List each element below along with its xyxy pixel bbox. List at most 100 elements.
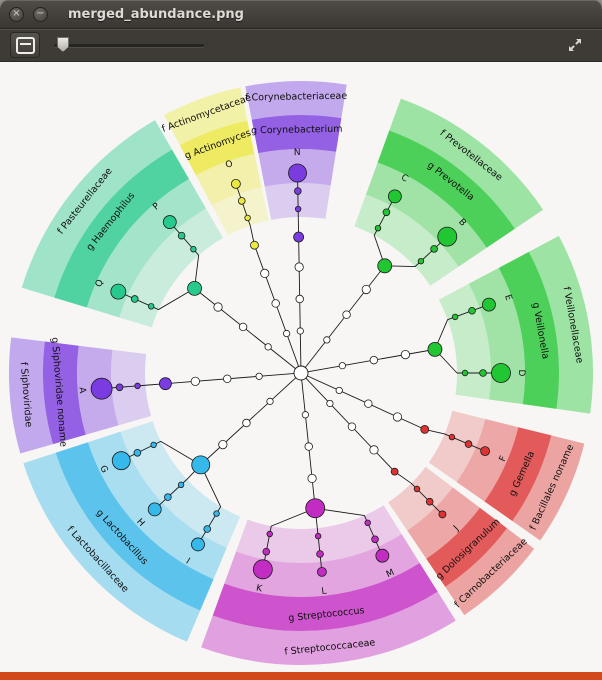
internal-node-siphoviridae-2 xyxy=(190,376,200,386)
leaf-node-Q xyxy=(110,283,127,300)
band-gen-carnobacteriaceae xyxy=(426,507,508,587)
genus-node-siphoviridae xyxy=(159,377,172,391)
genus-node-carnobacteriaceae xyxy=(390,467,399,476)
internal-node-bacillales-noname-1 xyxy=(364,399,373,408)
chain-node xyxy=(417,257,425,265)
chain-node xyxy=(262,547,271,556)
chain-node xyxy=(374,224,382,232)
internal-node-lactobacillaceae-2 xyxy=(218,440,228,450)
internal-node-corynebacteriaceae-0 xyxy=(296,327,304,335)
cladogram-svg: Nf Corynebacteriaceae g Corynebacterium C B… xyxy=(9,81,594,666)
chain-node xyxy=(294,205,302,213)
best-fit-button[interactable] xyxy=(10,32,40,58)
chain-node xyxy=(316,550,324,558)
zoom-slider[interactable] xyxy=(54,37,204,53)
internal-node-lactobacillaceae-0 xyxy=(266,397,274,405)
chain-node xyxy=(237,197,246,205)
chain-node xyxy=(130,295,139,303)
leaf-label-I: I xyxy=(184,557,191,567)
leaf-node-H xyxy=(147,502,162,517)
band-t1-streptococcaceae xyxy=(224,534,420,597)
internal-node-prevotellaceae-2 xyxy=(361,284,371,295)
chain-node xyxy=(133,448,142,457)
close-button[interactable]: × xyxy=(9,6,24,22)
genus-label-corynebacteriaceae: g Corynebacterium xyxy=(251,124,343,137)
close-icon: × xyxy=(12,8,21,19)
band-fam-carnobacteriaceae xyxy=(445,528,535,616)
internal-node-pasteurellaceae-1 xyxy=(238,322,248,332)
titlebar[interactable]: × − merged_abundance.png xyxy=(0,0,602,29)
chain-node xyxy=(115,383,124,392)
leaf-node-B xyxy=(437,226,458,247)
band-fam-corynebacteriaceae xyxy=(245,81,347,120)
internal-node-bacillales-noname-0 xyxy=(335,386,343,395)
chain-node xyxy=(448,433,456,441)
band-fam-veillonellaceae xyxy=(528,235,594,414)
chain-node xyxy=(177,231,186,240)
internal-node-bacillales-noname-2 xyxy=(392,412,403,422)
band-t2-actinomycetaceae xyxy=(211,187,269,236)
leaf-label-Q: Q xyxy=(94,278,106,289)
fullscreen-button[interactable] xyxy=(560,31,590,59)
chain-node xyxy=(213,510,220,517)
band-fam-actinomycetaceae xyxy=(163,87,248,146)
genus-node-bacillales-noname xyxy=(420,424,430,434)
internal-node-actinomycetaceae-1 xyxy=(271,299,280,308)
leaf-label-P: P xyxy=(151,201,162,212)
chain-node xyxy=(468,306,476,315)
internal-node-prevotellaceae-1 xyxy=(342,310,351,319)
chain-node xyxy=(190,246,197,253)
chain-node xyxy=(425,497,434,506)
root-node xyxy=(293,365,309,381)
chain-node xyxy=(147,303,155,310)
band-t2-veillonellaceae xyxy=(438,283,491,400)
leaf-label-O: O xyxy=(224,159,234,171)
internal-node-veillonellaceae-2 xyxy=(400,349,410,360)
internal-node-actinomycetaceae-0 xyxy=(283,329,291,338)
chain-node xyxy=(382,208,391,217)
internal-node-carnobacteriaceae-1 xyxy=(347,422,357,431)
chain-node xyxy=(461,369,469,377)
leaf-node-K xyxy=(252,559,273,580)
chain-node xyxy=(364,519,371,527)
band-gen-pasteurellaceae xyxy=(54,149,189,308)
leaf-node-L xyxy=(317,566,327,577)
band-t1-bacillales-noname xyxy=(456,418,519,502)
leaf-node-I xyxy=(191,537,205,552)
chain-node xyxy=(314,532,322,540)
leaf-label-L: L xyxy=(321,587,327,597)
band-t2-bacillales-noname xyxy=(428,410,486,482)
toolbar xyxy=(0,29,602,62)
band-gen-prevotellaceae xyxy=(377,130,515,248)
internal-node-actinomycetaceae-2 xyxy=(260,268,270,278)
zoom-slider-handle[interactable] xyxy=(57,37,69,52)
genus-node-prevotellaceae xyxy=(377,258,393,274)
chain-node xyxy=(177,481,185,489)
band-gen-siphoviridae xyxy=(42,341,86,445)
leaf-label-C: C xyxy=(399,173,409,185)
genus-node-veillonellaceae xyxy=(427,341,443,357)
leaf-label-H: H xyxy=(134,517,146,529)
tree-nodes xyxy=(90,163,511,580)
zoom-slider-track[interactable] xyxy=(54,44,204,47)
leaf-node-N xyxy=(288,163,307,183)
leaf-node-P xyxy=(162,215,177,229)
internal-node-carnobacteriaceae-0 xyxy=(326,399,334,408)
band-t2-pasteurellaceae xyxy=(119,208,223,328)
band-fam-prevotellaceae xyxy=(389,98,544,229)
internal-node-carnobacteriaceae-2 xyxy=(369,445,379,455)
genus-node-actinomycetaceae xyxy=(250,240,259,250)
minimize-button[interactable]: − xyxy=(33,6,48,22)
chain-node xyxy=(150,441,157,449)
chain-node xyxy=(479,369,487,377)
minimize-icon: − xyxy=(36,8,45,19)
status-strip xyxy=(0,672,602,680)
fullscreen-icon xyxy=(569,39,581,51)
band-t1-carnobacteriaceae xyxy=(407,487,480,559)
leaf-label-A: A xyxy=(76,387,87,395)
band-gen-actinomycetaceae xyxy=(179,120,255,176)
internal-node-veillonellaceae-1 xyxy=(369,355,379,365)
band-t1-pasteurellaceae xyxy=(86,179,206,318)
